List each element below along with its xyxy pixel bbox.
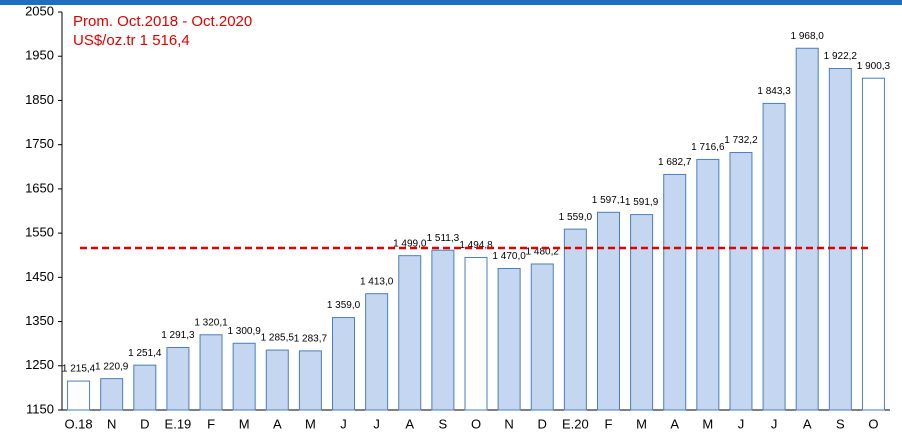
bar [795, 47, 819, 411]
value-label: 1 900,3 [857, 61, 891, 72]
value-label: 1 511,3 [427, 233, 460, 244]
x-tick-label: E.19 [165, 416, 192, 431]
value-label: 1 499,0 [393, 238, 427, 249]
x-tick-label: M [702, 416, 713, 431]
value-label: 1 716,6 [691, 142, 725, 153]
x-tick-label: J [340, 416, 347, 431]
x-tick-label: O [868, 416, 878, 431]
x-tick-label: A [273, 416, 282, 431]
bar [563, 228, 587, 411]
x-tick-label: E.20 [562, 416, 589, 431]
y-tick-label: 1150 [26, 401, 54, 416]
y-tick-label: 1950 [25, 48, 54, 63]
x-tick-label: F [207, 416, 215, 431]
bar [398, 255, 422, 411]
bar [630, 214, 654, 411]
value-label: 1 559,0 [559, 212, 593, 223]
x-tick-label: A [803, 416, 812, 431]
y-tick-label: 2050 [25, 3, 54, 18]
y-tick-label: 1550 [25, 225, 54, 240]
bar [232, 342, 256, 411]
x-tick-label: M [239, 416, 250, 431]
bar [861, 77, 885, 411]
value-label: 1 843,3 [757, 86, 791, 97]
value-label: 1 480,2 [526, 247, 560, 258]
y-tick-label: 1750 [25, 136, 54, 151]
value-label: 1 494,8 [459, 240, 493, 251]
bar [497, 267, 521, 411]
top-strip [0, 0, 902, 5]
x-tick-label: J [771, 416, 778, 431]
x-tick-label: A [405, 416, 414, 431]
bar [696, 158, 720, 411]
y-tick-label: 1650 [25, 180, 54, 195]
bar [530, 263, 554, 411]
x-tick-label: D [140, 416, 149, 431]
value-label: 1 470,0 [492, 251, 526, 262]
value-label: 1 968,0 [791, 31, 825, 42]
value-label: 1 215,4 [62, 364, 96, 375]
bar [431, 249, 455, 411]
bar [133, 364, 157, 411]
bar [663, 173, 687, 411]
x-tick-label: N [504, 416, 513, 431]
y-tick-label: 1250 [25, 357, 54, 372]
value-label: 1 732,2 [724, 135, 758, 146]
bar [100, 378, 124, 411]
x-tick-label: J [373, 416, 380, 431]
bar [596, 211, 620, 411]
x-tick-label: D [538, 416, 547, 431]
value-label: 1 320,1 [194, 317, 228, 328]
bar [199, 334, 223, 411]
value-label: 1 251,4 [128, 348, 162, 359]
value-label: 1 597,1 [592, 195, 626, 206]
value-label: 1 413,0 [360, 276, 394, 287]
value-label: 1 291,3 [161, 330, 195, 341]
value-label: 1 922,2 [824, 51, 858, 62]
bar [67, 380, 91, 411]
bar [365, 293, 389, 411]
x-tick-label: N [107, 416, 116, 431]
value-label: 1 283,7 [294, 334, 328, 345]
y-tick-label: 1450 [25, 269, 54, 284]
bar [166, 347, 190, 411]
value-label: 1 285,5 [261, 333, 295, 344]
average-label: Prom. Oct.2018 - Oct.2020 [73, 13, 252, 30]
bar [332, 317, 356, 411]
x-tick-label: O [471, 416, 481, 431]
x-tick-label: M [305, 416, 316, 431]
bar [464, 257, 488, 411]
value-label: 1 591,9 [625, 197, 659, 208]
value-label: 1 682,7 [658, 157, 692, 168]
y-tick-label: 1850 [25, 92, 54, 107]
value-label: 1 359,0 [327, 300, 361, 311]
x-tick-label: S [836, 416, 845, 431]
x-tick-label: O.18 [64, 416, 92, 431]
bar [265, 349, 289, 411]
x-tick-label: S [439, 416, 448, 431]
x-tick-label: F [605, 416, 613, 431]
value-label: 1 300,9 [227, 326, 261, 337]
bar [828, 68, 852, 411]
value-label: 1 220,9 [95, 361, 129, 372]
y-tick-label: 1350 [25, 313, 54, 328]
average-value-label: US$/oz.tr 1 516,4 [73, 32, 190, 49]
bar [729, 152, 753, 411]
x-tick-label: M [636, 416, 647, 431]
bar [298, 350, 322, 411]
x-tick-label: J [738, 416, 745, 431]
x-tick-label: A [670, 416, 679, 431]
bar [762, 102, 786, 411]
